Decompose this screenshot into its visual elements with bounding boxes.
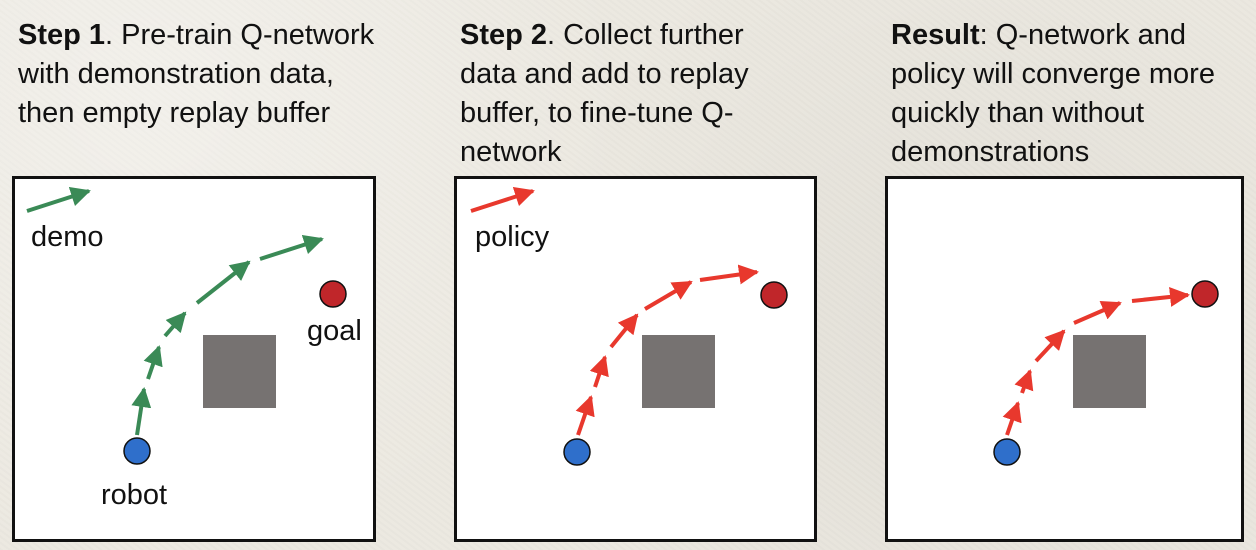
step2-panel: policy (454, 176, 817, 542)
step1-panel: demo goal robot (12, 176, 376, 542)
policy-legend-arrow (470, 187, 535, 213)
policy-segment (643, 280, 693, 311)
step1-lead: Step 1 (18, 19, 106, 51)
result-text: : Q-network and policy will converge mor… (891, 19, 1215, 168)
robot-label: robot (101, 479, 168, 511)
demo-trajectory (131, 235, 324, 436)
result-diagram (993, 280, 1219, 466)
goal-marker (319, 280, 347, 308)
demo-legend-arrow (26, 187, 91, 213)
policy-segment (589, 355, 609, 388)
policy-segment (609, 313, 639, 349)
robot-marker (993, 438, 1021, 466)
step2-caption: Step 2. Collect further data and add to … (460, 16, 800, 172)
step2-text: . Collect further data and add to replay… (460, 19, 749, 168)
robot-marker (563, 438, 591, 466)
result-caption: Result: Q-network and policy will conver… (891, 16, 1236, 172)
robot-marker (123, 437, 151, 465)
step1-diagram (26, 187, 347, 465)
obstacle (203, 335, 276, 408)
demo-segment (163, 311, 187, 338)
step1-text: . Pre-train Q-network with demonstration… (18, 19, 375, 129)
step1-caption: Step 1. Pre-train Q-network with demonst… (18, 16, 393, 133)
policy-trajectory (1002, 286, 1190, 436)
policy-segment (1014, 369, 1034, 394)
result-panel (885, 176, 1244, 542)
demo-segment (143, 345, 163, 380)
demo-segment (195, 260, 251, 305)
policy-segment (575, 395, 595, 436)
policy-trajectory (575, 264, 759, 436)
goal-marker (1191, 280, 1219, 308)
step2-diagram (470, 187, 788, 466)
obstacle (1073, 335, 1146, 408)
policy-segment (1131, 286, 1190, 307)
obstacle (642, 335, 715, 408)
demo-segment (131, 387, 152, 436)
demo-legend-label: demo (31, 221, 104, 253)
demo-segment (259, 235, 324, 261)
policy-segment (1002, 401, 1022, 436)
goal-label: goal (307, 315, 362, 347)
step2-lead: Step 2 (460, 19, 548, 51)
policy-segment (699, 264, 759, 285)
goal-marker (760, 281, 788, 309)
policy-legend-label: policy (475, 221, 550, 253)
policy-segment (1073, 301, 1122, 325)
policy-segment (1034, 329, 1066, 363)
result-lead: Result (891, 19, 980, 51)
